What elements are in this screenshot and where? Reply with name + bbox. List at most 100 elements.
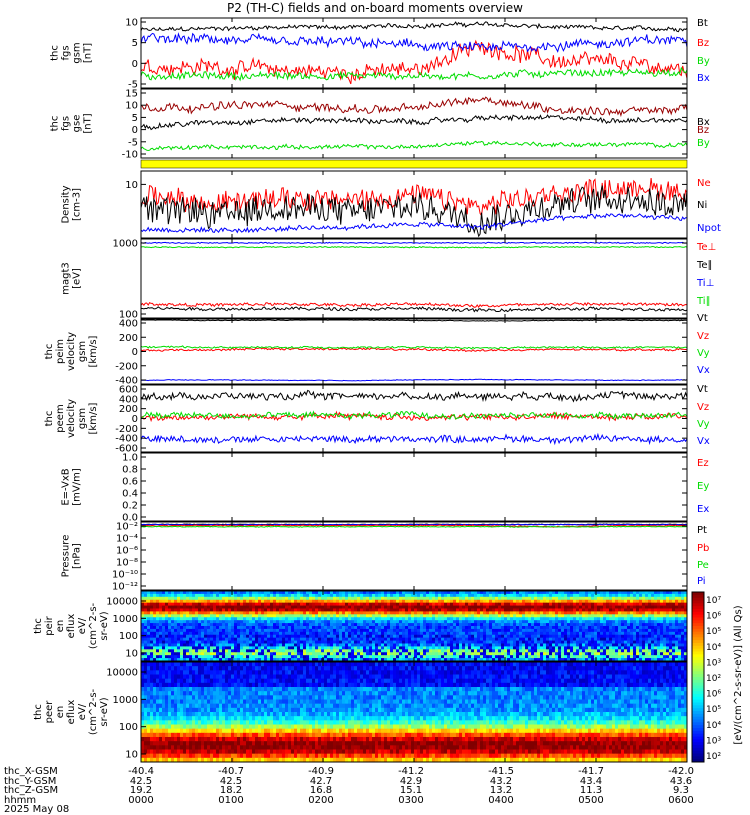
spectrogram-cell bbox=[429, 609, 432, 612]
spectrogram-cell bbox=[411, 635, 414, 638]
spectrogram-cell bbox=[465, 620, 468, 623]
spectrogram-cell bbox=[336, 638, 339, 641]
ylabel-line: [mV/m] bbox=[72, 468, 83, 506]
spectrogram-cell bbox=[519, 606, 522, 609]
spectrogram-cell bbox=[339, 611, 342, 614]
spectrogram-cell bbox=[297, 641, 300, 644]
spectrogram-cell bbox=[672, 629, 675, 632]
spectrogram-cell bbox=[456, 646, 459, 649]
spectrogram-cell bbox=[261, 662, 264, 667]
spectrogram-cell bbox=[501, 600, 504, 603]
spectrogram-cell bbox=[186, 662, 189, 667]
spectrogram-cell bbox=[231, 609, 234, 612]
spectrogram-cell bbox=[171, 614, 174, 617]
spectrogram-cell bbox=[573, 606, 576, 609]
spectrogram-cell bbox=[543, 646, 546, 649]
spectrogram-cell bbox=[594, 611, 597, 614]
spectrogram-cell bbox=[327, 632, 330, 635]
spectrogram-cell bbox=[159, 629, 162, 632]
spectrogram-cell bbox=[591, 606, 594, 609]
spectrogram-cell bbox=[402, 609, 405, 612]
spectrogram-cell bbox=[144, 617, 147, 620]
spectrogram-cell bbox=[327, 629, 330, 632]
spectrogram-cell bbox=[171, 638, 174, 641]
spectrogram-cell bbox=[636, 600, 639, 603]
spectrogram-cell bbox=[294, 617, 297, 620]
spectrogram-cell bbox=[369, 617, 372, 620]
y-tick-label: 5 bbox=[132, 113, 138, 124]
spectrogram-cell bbox=[225, 638, 228, 641]
spectrogram-cell bbox=[618, 652, 621, 655]
spectrogram-cell bbox=[435, 635, 438, 638]
spectrogram-cell bbox=[198, 635, 201, 638]
spectrogram-cell bbox=[267, 632, 270, 635]
spectrogram-cell bbox=[255, 655, 258, 658]
spectrogram-cell bbox=[279, 629, 282, 632]
spectrogram-cell bbox=[186, 644, 189, 647]
spectrogram-cell bbox=[525, 609, 528, 612]
spectrogram-cell bbox=[192, 652, 195, 655]
spectrogram-cell bbox=[141, 632, 144, 635]
spectrogram-cell bbox=[597, 600, 600, 603]
spectrogram-cell bbox=[156, 646, 159, 649]
spectrogram-cell bbox=[354, 626, 357, 629]
spectrogram-cell bbox=[486, 626, 489, 629]
spectrogram-cell bbox=[450, 644, 453, 647]
spectrogram-cell bbox=[501, 597, 504, 600]
spectrogram-cell bbox=[678, 662, 681, 667]
spectrogram-cell bbox=[465, 606, 468, 609]
spectrogram-cell bbox=[588, 644, 591, 647]
spectrogram-cell bbox=[327, 609, 330, 612]
spectrogram-cell bbox=[342, 666, 345, 671]
spectrogram-cell bbox=[549, 620, 552, 623]
spectrogram-cell bbox=[231, 646, 234, 649]
spectrogram-cell bbox=[273, 611, 276, 614]
spectrogram-cell bbox=[552, 611, 555, 614]
spectrogram-cell bbox=[459, 609, 462, 612]
spectrogram-cell bbox=[408, 606, 411, 609]
spectrogram-cell bbox=[351, 652, 354, 655]
spectrogram-cell bbox=[591, 617, 594, 620]
spectrogram-cell bbox=[456, 649, 459, 652]
spectrogram-cell bbox=[201, 641, 204, 644]
spectrogram-cell bbox=[612, 655, 615, 658]
spectrogram-cell bbox=[423, 609, 426, 612]
spectrogram-cell bbox=[225, 652, 228, 655]
spectrogram-cell bbox=[297, 600, 300, 603]
spectrogram-cell bbox=[657, 638, 660, 641]
spectrogram-cell bbox=[384, 662, 387, 667]
spectrogram-cell bbox=[447, 649, 450, 652]
spectrogram-cell bbox=[372, 606, 375, 609]
spectrogram-cell bbox=[249, 623, 252, 626]
spectrogram-cell bbox=[309, 649, 312, 652]
spectrogram-cell bbox=[660, 662, 663, 667]
spectrogram-cell bbox=[651, 629, 654, 632]
spectrogram-cell bbox=[303, 623, 306, 626]
spectrogram-cell bbox=[636, 641, 639, 644]
spectrogram-cell bbox=[498, 623, 501, 626]
spectrogram-cell bbox=[213, 597, 216, 600]
spectrogram-cell bbox=[402, 603, 405, 606]
spectrogram-cell bbox=[444, 600, 447, 603]
spectrogram-cell bbox=[303, 606, 306, 609]
spectrogram-cell bbox=[258, 655, 261, 658]
spectrogram-cell bbox=[651, 611, 654, 614]
spectrogram-cell bbox=[207, 609, 210, 612]
spectrogram-cell bbox=[588, 606, 591, 609]
spectrogram-cell bbox=[165, 652, 168, 655]
spectrogram-cell bbox=[537, 611, 540, 614]
spectrogram-cell bbox=[456, 655, 459, 658]
spectrogram-cell bbox=[261, 638, 264, 641]
spectrogram-cell bbox=[519, 638, 522, 641]
ylabel-line: [cm-3] bbox=[72, 188, 83, 221]
spectrogram-cell bbox=[528, 603, 531, 606]
spectrogram-cell bbox=[573, 609, 576, 612]
spectrogram-cell bbox=[510, 626, 513, 629]
spectrogram-cell bbox=[348, 614, 351, 617]
spectrogram-cell bbox=[666, 632, 669, 635]
spectrogram-cell bbox=[618, 662, 621, 667]
spectrogram-cell bbox=[618, 623, 621, 626]
spectrogram-cell bbox=[426, 614, 429, 617]
spectrogram-cell bbox=[612, 620, 615, 623]
spectrogram-cell bbox=[315, 644, 318, 647]
